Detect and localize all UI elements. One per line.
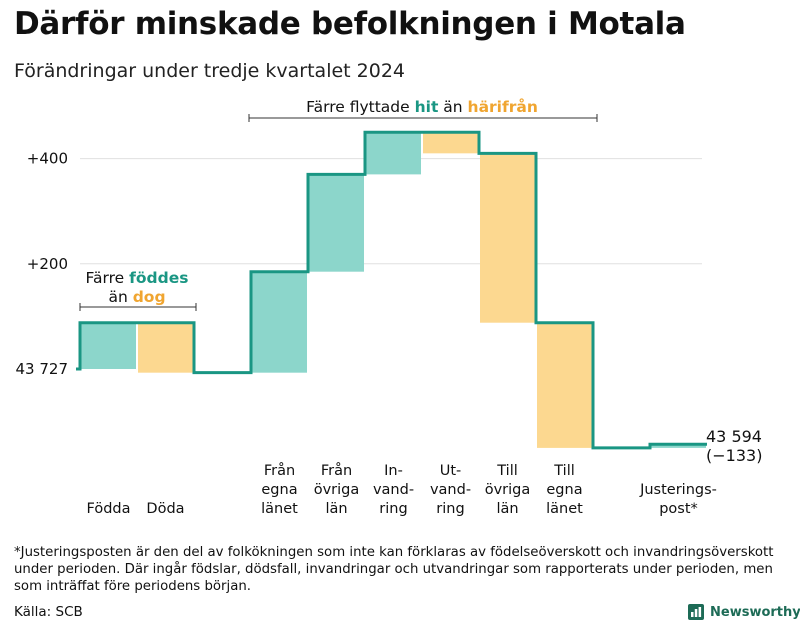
waterfall-bar [537, 322, 592, 448]
category-label: Justerings-post* [639, 482, 717, 517]
annotation-births-line1: Färre föddes [86, 269, 189, 287]
waterfall-bar [423, 132, 478, 154]
category-label: Från övriga län [314, 462, 360, 517]
source-label: Källa: SCB [14, 604, 83, 620]
end-value-label: 43 594 [706, 427, 762, 446]
cumulative-step-line [76, 130, 707, 450]
waterfall-bar [651, 444, 706, 448]
category-label: Till övriga län [485, 463, 531, 517]
waterfall-bar [252, 271, 307, 373]
category-label: Födda [87, 501, 131, 517]
chart-subtitle: Förändringar under tredje kvartalet 2024 [14, 60, 406, 82]
end-change-label: (−133) [706, 446, 762, 465]
footnote: *Justeringsposten är den del av folkökni… [14, 545, 774, 594]
category-label: Ut-vand-ring [430, 463, 471, 517]
brand: Newsworthy [688, 604, 800, 620]
waterfall-bar [309, 174, 364, 272]
brand-name: Newsworthy [710, 604, 800, 620]
category-label: Från egna länet [261, 462, 298, 517]
y-tick-label: +400 [27, 150, 68, 168]
waterfall-chart: +400 +200 43 727 43 594(−133) Födda Döda Från e… [16, 97, 763, 517]
waterfall-bar [480, 153, 535, 323]
category-label: In-vand-ring [373, 463, 414, 517]
start-value-label: 43 727 [16, 360, 69, 378]
category-label: Döda [146, 501, 184, 517]
chart-title: Därför minskade befolkningen i Motala [14, 6, 686, 42]
category-label: Till egna länet [546, 463, 583, 517]
waterfall-bar [138, 322, 193, 373]
waterfall-bar [81, 322, 136, 369]
annotation-births-line2: än dog [108, 288, 165, 306]
waterfall-bar [366, 132, 421, 175]
annotation-migration: Färre flyttade hit än härifrån [306, 97, 538, 116]
chart-logo-icon [688, 604, 704, 620]
y-tick-label: +200 [27, 255, 68, 273]
